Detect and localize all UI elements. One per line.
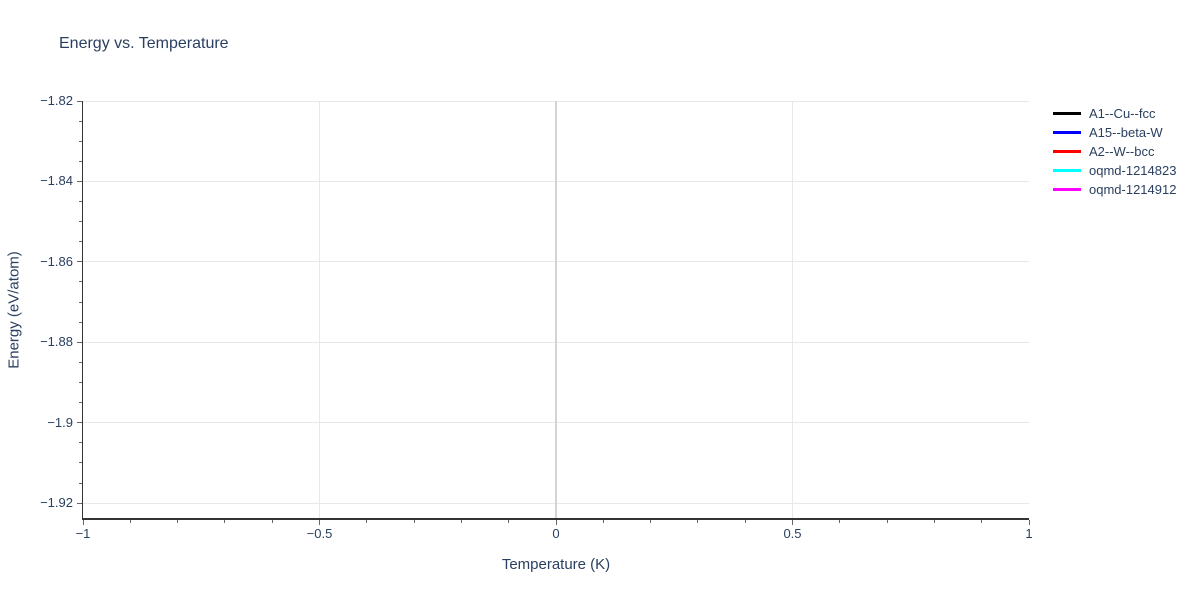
x-tick-label: 0.5 [783, 526, 802, 541]
x-axis-minor-tick [981, 519, 983, 523]
x-axis-minor-tick [129, 519, 131, 523]
x-axis-major-tick [792, 519, 793, 525]
legend: A1--Cu--fcc A15--beta-W A2--W--bcc oqmd-121… [1053, 104, 1176, 199]
y-tick-label: −1.92 [40, 495, 73, 511]
legend-item[interactable]: A15--beta-W [1053, 123, 1176, 142]
x-axis-major-tick [1028, 519, 1030, 525]
legend-item-label: oqmd-1214823 [1089, 163, 1177, 178]
x-axis-minor-tick [697, 519, 699, 523]
legend-item-label: A1--Cu--fcc [1089, 106, 1156, 121]
x-tick-label: −0.5 [306, 526, 333, 541]
gridline-vertical [319, 101, 320, 518]
y-axis-major-tick [76, 422, 82, 424]
x-axis-major-tick [555, 519, 557, 525]
x-axis-minor-tick [839, 519, 841, 523]
x-axis-minor-tick [460, 519, 462, 523]
y-axis-minor-tick [78, 462, 82, 464]
legend-item[interactable]: A2--W--bcc [1053, 142, 1176, 161]
y-axis-minor-tick [78, 241, 82, 243]
x-axis-minor-tick [366, 519, 368, 523]
y-tick-label: −1.82 [40, 93, 73, 108]
gridline-vertical [792, 101, 793, 518]
legend-line-swatch [1053, 150, 1081, 153]
x-axis-minor-tick [271, 519, 273, 523]
y-axis-minor-tick [78, 482, 82, 484]
x-axis-minor-tick [602, 519, 604, 523]
y-axis-minor-tick [78, 281, 82, 283]
x-axis-major-tick [82, 519, 84, 525]
y-axis-major-tick [76, 341, 82, 343]
x-tick-label: 0 [552, 526, 560, 541]
legend-line-swatch [1053, 112, 1081, 115]
legend-line-swatch [1053, 188, 1081, 191]
legend-item[interactable]: oqmd-1214823 [1053, 161, 1176, 180]
y-axis-minor-tick [78, 201, 82, 203]
y-axis-minor-tick [78, 381, 82, 383]
y-axis-line [81, 101, 83, 520]
x-tick-label: 1 [1025, 526, 1033, 541]
x-axis-minor-tick [224, 519, 226, 523]
y-axis-minor-tick [78, 321, 82, 323]
x-axis-minor-tick [933, 519, 935, 523]
x-axis-minor-tick [177, 519, 179, 523]
y-axis-major-tick [76, 261, 82, 263]
y-axis-major-tick [76, 100, 82, 102]
x-axis-minor-tick [508, 519, 510, 523]
x-tick-label: −1 [75, 526, 91, 541]
x-axis-minor-tick [650, 519, 652, 523]
y-tick-label: −1.86 [40, 253, 73, 269]
x-zeroline [555, 101, 557, 518]
legend-item-label: oqmd-1214912 [1089, 182, 1177, 197]
y-axis-minor-tick [78, 120, 82, 122]
y-axis-minor-tick [78, 442, 82, 444]
y-tick-label: −1.9 [47, 414, 73, 430]
y-tick-label: −1.88 [40, 334, 73, 350]
legend-item[interactable]: oqmd-1214912 [1053, 180, 1176, 199]
y-axis-minor-tick [78, 402, 82, 404]
y-axis-minor-tick [78, 301, 82, 303]
y-axis-minor-tick [78, 160, 82, 162]
y-axis-title: Energy (eV/atom) [5, 251, 23, 369]
plot-area[interactable] [83, 101, 1029, 518]
legend-item-label: A15--beta-W [1089, 125, 1163, 140]
y-axis-minor-tick [78, 361, 82, 363]
chart-title: Energy vs. Temperature [59, 35, 229, 52]
legend-item-label: A2--W--bcc [1089, 144, 1155, 159]
legend-line-swatch [1053, 131, 1081, 134]
y-tick-label: −1.84 [40, 173, 73, 189]
x-axis-minor-tick [413, 519, 415, 523]
y-axis-minor-tick [78, 221, 82, 223]
y-axis-minor-tick [78, 140, 82, 142]
y-axis-major-tick [76, 502, 82, 504]
x-axis-title: Temperature (K) [501, 556, 611, 573]
legend-line-swatch [1053, 169, 1081, 172]
x-axis-line [81, 518, 1029, 520]
legend-item[interactable]: A1--Cu--fcc [1053, 104, 1176, 123]
x-axis-minor-tick [886, 519, 888, 523]
x-axis-major-tick [319, 519, 320, 525]
x-axis-minor-tick [744, 519, 746, 523]
y-axis-major-tick [76, 180, 82, 182]
